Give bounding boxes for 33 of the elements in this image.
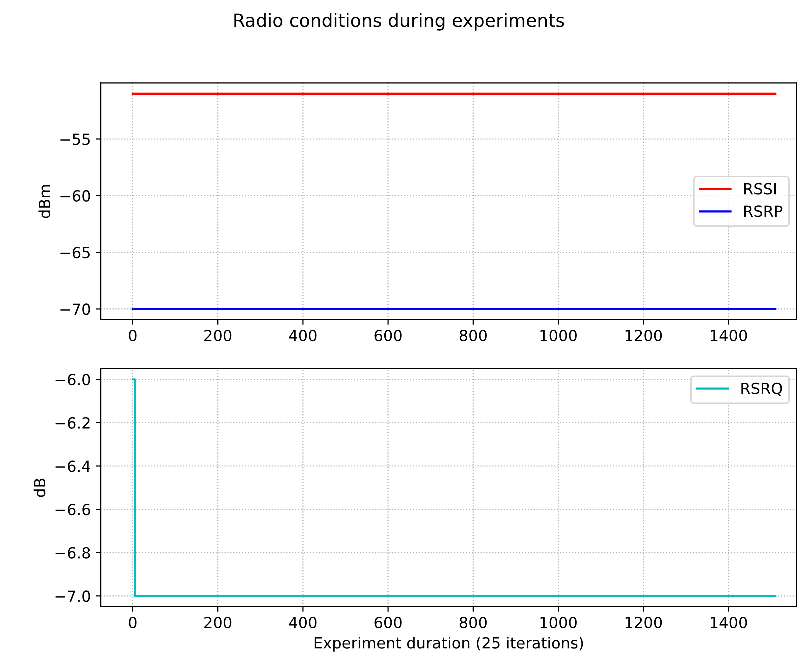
y-tick-label: −6.6 [56, 504, 90, 516]
y-tick-label: −6.2 [56, 417, 90, 429]
y-tick-label: −60 [60, 190, 90, 202]
x-tick-label: 1400 [711, 330, 748, 342]
x-tick-label: 400 [289, 330, 317, 342]
y-tick-label: −55 [60, 134, 90, 146]
x-axis-title: Experiment duration (25 iterations) [314, 637, 584, 652]
y-axis-title: dB [34, 478, 46, 498]
x-tick-label: 1000 [540, 330, 577, 342]
y-tick-label: −6.8 [56, 547, 90, 559]
y-axis-title: dBm [38, 185, 51, 218]
legend-label: RSSI [744, 183, 776, 195]
x-tick-label: 800 [460, 330, 487, 342]
y-tick-label: −6.0 [56, 374, 90, 386]
y-tick-label: −7.0 [56, 590, 90, 602]
y-tick-label: −65 [60, 247, 90, 259]
x-tick-label: 0 [129, 330, 137, 342]
x-tick-label: 800 [460, 616, 487, 629]
legend-label: RSRP [744, 206, 783, 218]
x-tick-label: 200 [204, 616, 232, 629]
x-tick-label: 1400 [711, 616, 748, 629]
x-tick-label: 1200 [626, 330, 662, 342]
x-tick-label: 1000 [540, 616, 577, 629]
y-tick-label: −70 [60, 304, 90, 316]
x-tick-label: 0 [129, 616, 137, 629]
x-tick-label: 600 [374, 330, 402, 342]
legend-label: RSRQ [742, 382, 782, 396]
y-tick-label: −6.4 [56, 460, 90, 472]
x-tick-label: 1200 [626, 616, 662, 629]
x-tick-label: 600 [374, 616, 402, 629]
x-tick-label: 400 [289, 616, 317, 629]
chart-title: Radio conditions during experiments [234, 13, 564, 31]
x-tick-label: 200 [204, 330, 232, 342]
